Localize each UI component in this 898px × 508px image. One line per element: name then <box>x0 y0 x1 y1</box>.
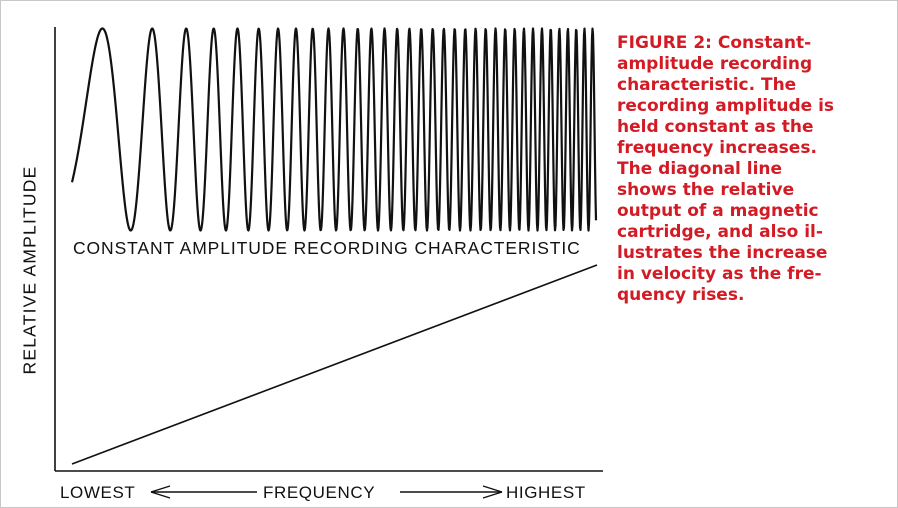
caption-line: FIGURE 2: Constant- <box>617 33 812 53</box>
caption-line: output of a magnetic <box>617 201 819 221</box>
y-axis-label: RELATIVE AMPLITUDE <box>19 165 40 375</box>
caption-line: quency rises. <box>617 285 745 305</box>
caption-line: held constant as the <box>617 117 814 137</box>
x-axis-high-label: HIGHEST <box>506 483 586 502</box>
caption-line: The diagonal line <box>617 159 783 179</box>
cartridge-output-line <box>71 264 598 465</box>
left-arrowhead <box>150 485 171 499</box>
figure-caption: FIGURE 2: Constant- amplitude recording … <box>617 33 889 306</box>
caption-line: lustrates the increase <box>617 243 828 263</box>
x-axis-low-label: LOWEST <box>60 483 136 502</box>
right-arrowhead <box>482 485 503 499</box>
constant-amplitude-wave <box>70 27 598 232</box>
caption-line: frequency increases. <box>617 138 817 158</box>
caption-line: amplitude recording <box>617 54 813 74</box>
caption-line: cartridge, and also il- <box>617 222 823 242</box>
caption-line: recording amplitude is <box>617 96 835 116</box>
caption-line: in velocity as the fre- <box>617 264 822 284</box>
caption-line: characteristic. The <box>617 75 797 95</box>
caption-line: shows the relative <box>617 180 795 200</box>
x-axis-center-label: FREQUENCY <box>263 483 376 502</box>
curve-label: CONSTANT AMPLITUDE RECORDING CHARACTERIS… <box>73 238 581 258</box>
